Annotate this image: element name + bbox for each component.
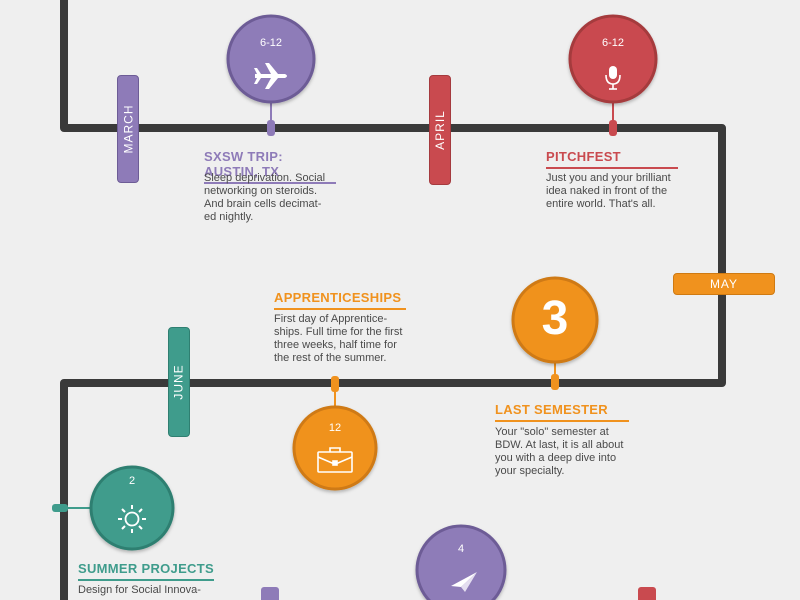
- sxsw-date: 6-12: [259, 37, 283, 49]
- month-march: MARCH: [117, 75, 139, 183]
- text-line: your specialty.: [495, 465, 565, 477]
- month-june-label: JUNE: [172, 364, 186, 400]
- text-line: ed nightly.: [204, 211, 254, 223]
- timeline-track: [60, 0, 726, 600]
- pitchfest-title: PITCHFEST: [546, 149, 678, 169]
- pitchfest-date: 6-12: [601, 37, 625, 49]
- text-line: First day of Apprentice-: [274, 313, 388, 325]
- text-line: And brain cells decimat-: [204, 198, 322, 210]
- last-semester-circle: [511, 276, 599, 364]
- apprenticeships-date: 12: [328, 422, 342, 434]
- sxsw-description: Sleep deprivation. Social networking on …: [204, 172, 364, 224]
- briefcase-icon: [317, 447, 353, 473]
- next-event-date: 4: [457, 543, 465, 555]
- text-line: ships. Full time for the first: [274, 326, 403, 338]
- airplane-icon: [254, 63, 287, 89]
- text-line: entire world. That's all.: [546, 198, 656, 210]
- month-may-label: MAY: [709, 277, 739, 291]
- text-line: the rest of the summer.: [274, 352, 387, 364]
- summer-projects-date: 2: [128, 475, 136, 487]
- microphone-icon: [605, 66, 621, 90]
- pitchfest-circle: [568, 14, 658, 104]
- sxsw-title: SXSW TRIP: AUSTIN, TX: [204, 149, 336, 184]
- last-semester-description: Your "solo" semester at BDW. At last, it…: [495, 426, 665, 478]
- text-line: three weeks, half time for: [274, 339, 397, 351]
- month-may: MAY: [673, 273, 775, 295]
- month-june: JUNE: [168, 327, 190, 437]
- month-tab-purple-partial: [261, 587, 279, 600]
- text-line: BDW. At last, it is all about: [495, 439, 624, 451]
- sxsw-circle: [226, 14, 316, 104]
- text-line: you with a deep dive into: [495, 452, 617, 464]
- text-line: Just you and your brilliant: [546, 172, 671, 184]
- paper-plane-icon: [451, 572, 477, 592]
- connectors: [52, 100, 617, 512]
- pitchfest-description: Just you and your brilliant idea naked i…: [546, 172, 716, 211]
- text-line: Your "solo" semester at: [495, 426, 609, 438]
- text-line: networking on steroids.: [204, 185, 318, 197]
- apprenticeships-description: First day of Apprentice- ships. Full tim…: [274, 313, 444, 365]
- text-line: Sleep deprivation. Social: [204, 172, 326, 184]
- summer-projects-description: Design for Social Innova-: [78, 584, 248, 597]
- summer-projects-title: SUMMER PROJECTS: [78, 561, 214, 581]
- apprenticeships-title: APPRENTICESHIPS: [274, 290, 406, 310]
- text-line: idea naked in front of the: [546, 185, 668, 197]
- last-semester-date: 3: [541, 292, 569, 345]
- sun-icon: [118, 505, 146, 533]
- text-line: Design for Social Innova-: [78, 584, 201, 596]
- month-april-label: APRIL: [433, 110, 447, 150]
- next-event-circle: [415, 524, 507, 600]
- last-semester-title: LAST SEMESTER: [495, 402, 629, 422]
- month-tab-red-partial: [638, 587, 656, 600]
- month-march-label: MARCH: [121, 104, 135, 154]
- month-april: APRIL: [429, 75, 451, 185]
